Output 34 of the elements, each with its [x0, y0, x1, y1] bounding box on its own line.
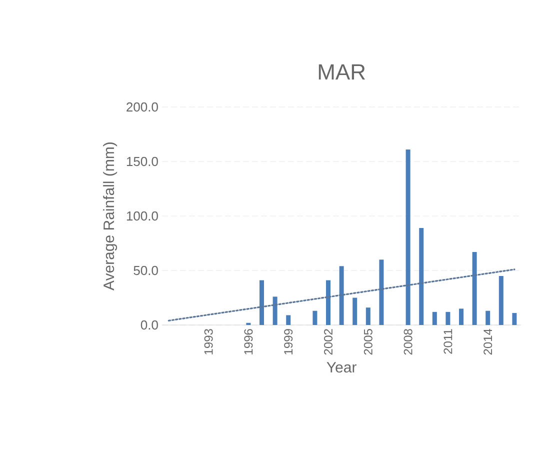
y-axis-title: Average Rainfall (mm) [103, 142, 118, 290]
chart-title: MAR [318, 64, 365, 80]
x-tick-label: 2005 [364, 329, 372, 355]
x-tick-label: 2014 [484, 328, 492, 355]
x-tick-label: 2008 [404, 329, 412, 355]
x-tick-label: 1999 [284, 329, 293, 354]
bar [432, 312, 437, 325]
bar [352, 298, 358, 325]
bar [366, 308, 370, 325]
y-tick-label: 150.0 [126, 156, 158, 166]
bar [406, 150, 410, 325]
y-tick-label: 200.0 [126, 102, 158, 112]
bar [379, 260, 384, 325]
x-tick-label: 1993 [204, 329, 213, 354]
bar [339, 266, 344, 325]
bar [419, 228, 424, 325]
x-axis-title: Year [326, 362, 356, 373]
bar [512, 313, 517, 325]
bar [326, 280, 331, 325]
y-tick-label: 100.0 [126, 211, 158, 221]
bar [272, 296, 278, 325]
bar [459, 308, 464, 325]
x-tick-label: 2002 [324, 329, 332, 355]
bar [446, 312, 450, 325]
x-tick-label: 2011 [444, 329, 452, 354]
bar [260, 280, 264, 325]
y-tick-label: 0.0 [140, 320, 158, 330]
bar [486, 310, 490, 325]
bar [498, 276, 504, 325]
x-tick-label: 1996 [244, 329, 253, 354]
y-tick-label: 50.0 [134, 266, 158, 276]
bar [472, 252, 477, 325]
bar [312, 310, 318, 325]
bar [286, 315, 291, 325]
